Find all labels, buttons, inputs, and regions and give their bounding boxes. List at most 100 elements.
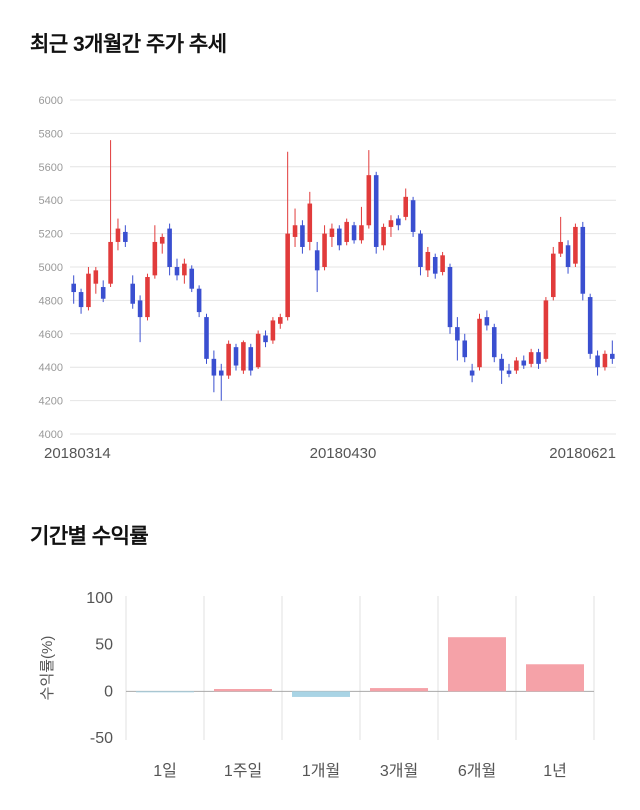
candle-body (550, 253, 556, 298)
y-tick-label: 0 (104, 683, 113, 700)
candle-body (425, 251, 431, 271)
y-tick-label: 4400 (39, 362, 63, 374)
candle-body (241, 342, 246, 371)
candle-body (189, 268, 195, 289)
candle-body (462, 340, 468, 358)
y-tick-label: -50 (90, 730, 113, 747)
candle-body (543, 300, 549, 359)
return-bar (214, 689, 272, 692)
candle-body (373, 175, 379, 247)
candle-body (388, 220, 394, 227)
candle-body (573, 226, 578, 264)
candle-body (270, 320, 276, 341)
candle-body (418, 233, 423, 267)
candle-body (484, 317, 490, 326)
candle-body (277, 317, 283, 324)
candle-body (86, 273, 91, 308)
candle-body (536, 352, 541, 364)
candle-body (344, 221, 349, 242)
x-category-label: 1주일 (224, 762, 262, 780)
y-tick-label: 100 (86, 590, 113, 607)
y-tick-label: 4000 (39, 429, 63, 441)
candle-body (610, 353, 615, 359)
candle-body (255, 333, 261, 368)
y-tick-label: 5000 (39, 262, 63, 274)
candle-body (115, 228, 121, 242)
candle-body (174, 267, 180, 276)
candle-body (196, 288, 202, 313)
candle-body (285, 233, 290, 318)
x-category-label: 6개월 (458, 762, 496, 780)
price-candlestick-chart: 4000 4200 4400 4600 4800 5000 5200 5400 5600 5800… (39, 95, 616, 462)
y-tick-label: 5200 (39, 229, 63, 241)
candle-body (396, 218, 401, 226)
candle-body (78, 292, 84, 308)
candle-body (233, 347, 239, 366)
period-returns-bar-chart: 100 50 0 -50 1일 1주일 1개월 3개월 6개월 1년 수익률(%) (39, 590, 595, 780)
candle-body (528, 352, 534, 364)
y-axis-label: 수익률(%) (39, 636, 56, 701)
return-bar (136, 691, 194, 693)
y-tick-label: 5800 (39, 128, 63, 140)
candle-body (123, 231, 128, 242)
y-tick-label: 50 (95, 637, 113, 654)
price-trend-title: 최근 3개월간 주가 추세 (30, 33, 227, 56)
x-category-label: 1년 (543, 762, 567, 780)
candle-body (145, 277, 150, 318)
candle-body (521, 360, 527, 366)
candle-body (204, 317, 209, 359)
return-bar (448, 637, 506, 692)
candle-body (218, 370, 224, 376)
candle-body (455, 327, 460, 341)
candle-body (137, 300, 143, 318)
candle-body (322, 233, 327, 267)
candle-body (514, 360, 519, 371)
x-tick-label: 20180430 (310, 445, 377, 462)
candle-body (580, 226, 586, 294)
candle-body (587, 297, 593, 354)
candle-body (152, 241, 158, 276)
x-category-label: 3개월 (380, 762, 418, 780)
candle-body (469, 370, 475, 376)
x-category-label: 1개월 (302, 762, 340, 780)
candle-body (602, 353, 608, 368)
candle-body (248, 347, 254, 371)
return-bar (370, 688, 428, 692)
candle-body (226, 343, 231, 376)
x-tick-label: 20180621 (549, 445, 616, 462)
candle-body (263, 335, 268, 343)
period-returns-title: 기간별 수익률 (30, 525, 149, 548)
candle-body (359, 225, 364, 241)
candle-body (337, 228, 342, 246)
y-tick-label: 4800 (39, 295, 63, 307)
candle-body (329, 228, 335, 237)
candle-body (440, 255, 445, 273)
candle-body (491, 327, 497, 358)
candle-body (506, 370, 512, 374)
candle-body (100, 287, 106, 299)
candle-body (182, 263, 187, 276)
candle-body (410, 200, 416, 232)
y-tick-label: 5400 (39, 195, 63, 207)
candle-body (108, 241, 113, 284)
candle-body (300, 225, 305, 247)
candle-body (558, 241, 563, 254)
return-bar (292, 691, 350, 697)
candle-body (565, 245, 571, 267)
candle-body (71, 283, 76, 293)
candle-body (366, 175, 372, 226)
candle-body (351, 225, 357, 241)
candle-body (595, 355, 600, 368)
candle-body (314, 250, 320, 271)
y-tick-label: 5600 (39, 162, 63, 174)
candle-body (307, 203, 313, 242)
candle-body (211, 358, 217, 376)
candle-body (159, 236, 165, 244)
return-bar (526, 664, 584, 692)
y-tick-label: 4600 (39, 329, 63, 341)
candle-body (381, 226, 386, 246)
x-tick-label: 20180314 (44, 445, 111, 462)
candle-body (432, 256, 438, 274)
candle-body (292, 225, 298, 237)
